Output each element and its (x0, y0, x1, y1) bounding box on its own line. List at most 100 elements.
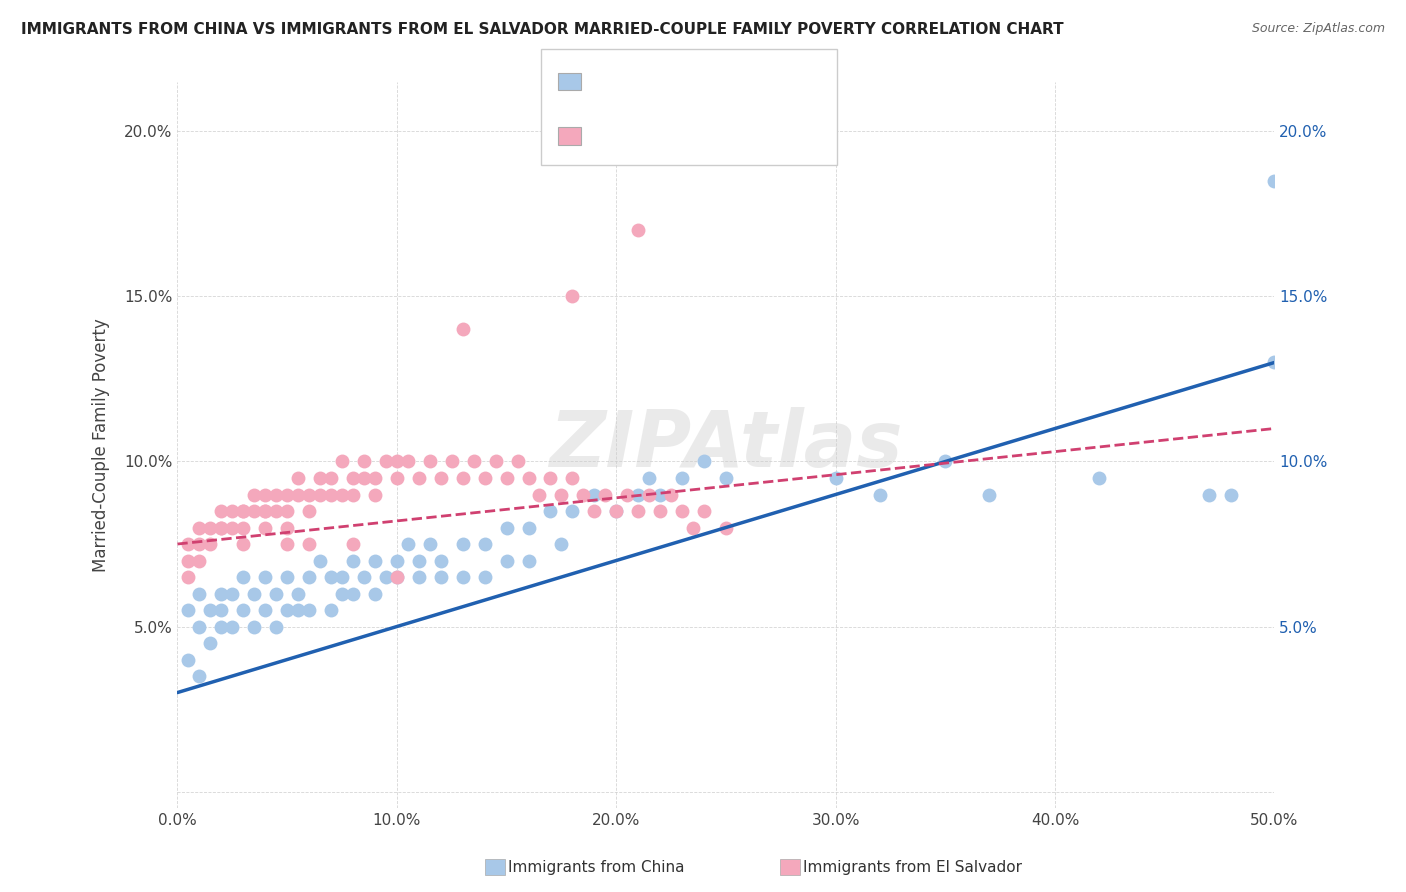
Point (385, 553, 408, 567)
Point (298, 603, 321, 617)
Point (1219, 487, 1241, 501)
Point (287, 471, 309, 485)
Point (232, 504, 254, 518)
Point (353, 570, 375, 584)
Text: 83: 83 (730, 127, 755, 145)
Text: R =: R = (592, 72, 631, 90)
Point (682, 520, 704, 534)
Point (451, 570, 474, 584)
Point (221, 586, 243, 600)
Point (538, 504, 561, 518)
Point (254, 520, 277, 534)
Point (1263, 355, 1285, 369)
Y-axis label: Married-Couple Family Poverty: Married-Couple Family Poverty (93, 318, 110, 572)
Point (298, 537, 321, 551)
Point (364, 586, 387, 600)
Point (243, 619, 266, 633)
Point (627, 223, 650, 237)
Point (188, 586, 211, 600)
Text: IMMIGRANTS FROM CHINA VS IMMIGRANTS FROM EL SALVADOR MARRIED-COUPLE FAMILY POVER: IMMIGRANTS FROM CHINA VS IMMIGRANTS FROM… (21, 22, 1064, 37)
Point (934, 454, 956, 468)
Point (254, 504, 277, 518)
Point (474, 471, 496, 485)
Point (264, 504, 287, 518)
Text: ZIPAtlas: ZIPAtlas (550, 407, 903, 483)
Point (188, 520, 211, 534)
Point (869, 487, 891, 501)
Point (583, 487, 606, 501)
Point (342, 487, 364, 501)
Point (474, 537, 496, 551)
Point (319, 487, 342, 501)
Point (209, 619, 232, 633)
Text: 74: 74 (730, 72, 755, 90)
Point (408, 553, 430, 567)
Point (419, 537, 441, 551)
Point (276, 603, 298, 617)
Point (177, 652, 200, 666)
Point (408, 471, 430, 485)
Point (451, 322, 474, 336)
Point (330, 487, 353, 501)
Point (550, 487, 572, 501)
Point (209, 603, 232, 617)
Point (254, 487, 277, 501)
Point (605, 504, 627, 518)
Point (385, 454, 408, 468)
Point (319, 570, 342, 584)
Point (429, 471, 451, 485)
Point (550, 537, 572, 551)
Point (538, 471, 561, 485)
Point (254, 570, 277, 584)
Point (330, 586, 353, 600)
Point (638, 471, 661, 485)
Point (221, 504, 243, 518)
Point (243, 504, 266, 518)
Point (177, 537, 200, 551)
Point (232, 504, 254, 518)
Point (342, 553, 364, 567)
Point (342, 537, 364, 551)
Point (276, 520, 298, 534)
Point (419, 454, 441, 468)
Point (243, 487, 266, 501)
Point (200, 537, 222, 551)
Point (495, 553, 517, 567)
Point (276, 570, 298, 584)
Point (979, 487, 1001, 501)
Point (188, 619, 211, 633)
Point (309, 553, 332, 567)
Point (484, 454, 506, 468)
Point (374, 570, 396, 584)
Point (429, 553, 451, 567)
Point (287, 487, 309, 501)
Point (1263, 174, 1285, 188)
Point (627, 504, 650, 518)
Point (209, 586, 232, 600)
Point (495, 520, 517, 534)
Text: 0.601: 0.601 (631, 72, 688, 90)
Point (221, 520, 243, 534)
Point (451, 537, 474, 551)
Point (342, 471, 364, 485)
Point (364, 471, 387, 485)
Point (254, 504, 277, 518)
Point (659, 487, 682, 501)
Point (616, 487, 638, 501)
Point (1088, 471, 1111, 485)
Text: Immigrants from China: Immigrants from China (508, 860, 685, 874)
Point (561, 471, 583, 485)
Point (824, 471, 846, 485)
Point (276, 487, 298, 501)
Point (298, 504, 321, 518)
Point (638, 487, 661, 501)
Point (396, 454, 419, 468)
Point (495, 471, 517, 485)
Point (463, 454, 485, 468)
Point (714, 520, 737, 534)
Point (298, 570, 321, 584)
Point (309, 487, 332, 501)
Point (353, 471, 375, 485)
Point (177, 570, 200, 584)
Point (177, 603, 200, 617)
